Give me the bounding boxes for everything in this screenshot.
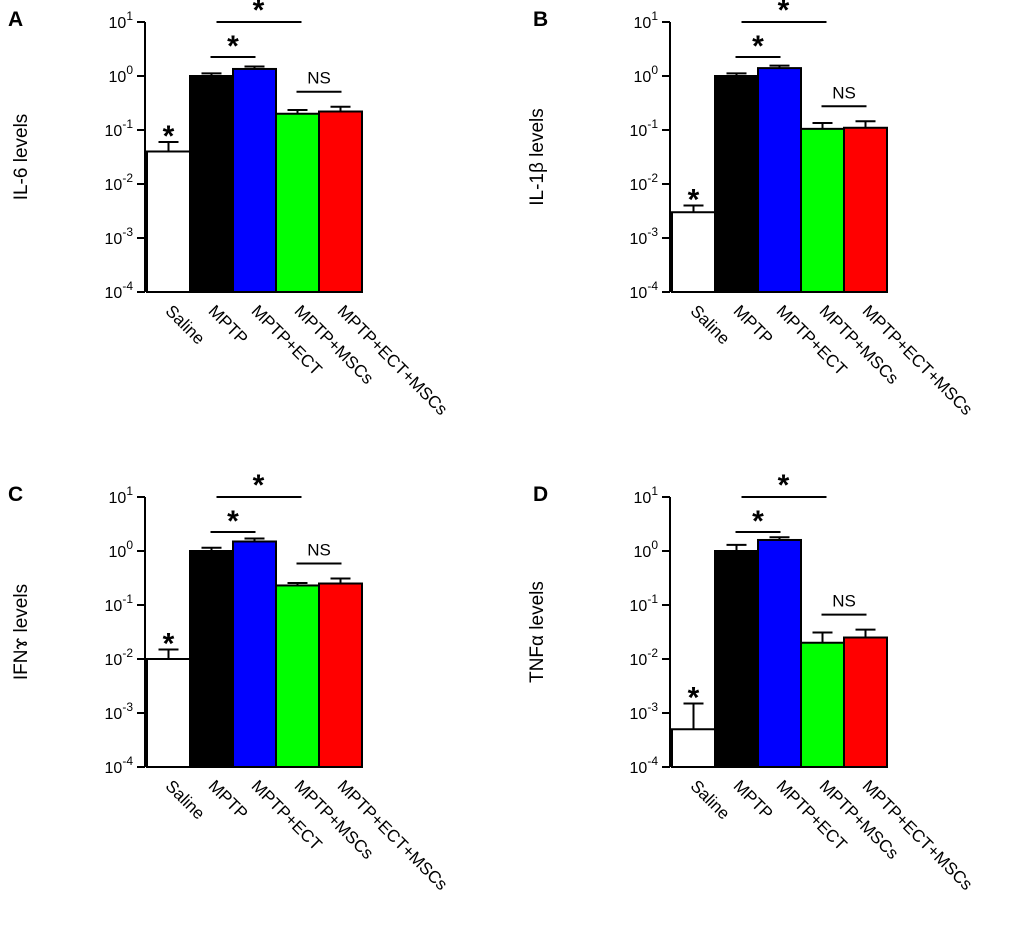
panel-b: B IL-1β levels 10-4 10-3 10-2 10-1 100 101 Salin…	[525, 0, 1020, 475]
y-axis-title: IL-1β levels	[527, 108, 548, 206]
bracket-label: *	[227, 30, 239, 63]
panel-d: D TNFα levels 10-4 10-3 10-2 10-1 100 101 Saline…	[525, 469, 1020, 945]
category-label: MPTP	[730, 301, 777, 348]
y-tick-label: 10-1	[630, 117, 659, 140]
y-tick-label: 101	[109, 484, 134, 507]
bar-3	[275, 584, 320, 769]
panel-c: C IFNɤ levels 10-4 10-3 10-2 10-1 100 101 Saline…	[0, 469, 510, 945]
y-tick-label: 10-2	[105, 171, 134, 194]
bracket-label: *	[752, 505, 764, 538]
y-tick-label: 10-3	[630, 700, 659, 723]
chart-c: C IFNɤ levels 10-4 10-3 10-2 10-1 100 101 Saline…	[8, 469, 451, 894]
y-axis-title: IFNɤ levels	[11, 584, 32, 680]
bracket-label: *	[253, 0, 265, 27]
y-tick-label: 10-4	[630, 754, 659, 777]
bar-1	[189, 550, 234, 768]
y-tick-label: 10-3	[105, 700, 134, 723]
bar-2	[757, 538, 802, 768]
panel-letter-d: D	[533, 483, 548, 506]
bar-1	[714, 550, 759, 768]
category-label: MPTP	[205, 776, 252, 823]
bar-2	[232, 540, 277, 768]
y-tick-label: 100	[634, 538, 659, 561]
bar-3	[275, 112, 320, 293]
chart-d: D TNFα levels 10-4 10-3 10-2 10-1 100 101 Saline…	[527, 469, 976, 894]
category-label: MPTP	[205, 301, 252, 348]
significance-star: *	[163, 120, 175, 153]
y-tick-label: 10-3	[630, 225, 659, 248]
bracket-label: NS	[832, 592, 856, 611]
bracket-label: *	[778, 469, 790, 502]
panel-letter-a: A	[8, 8, 23, 31]
y-tick-label: 101	[634, 9, 659, 32]
y-tick-label: 10-1	[630, 592, 659, 615]
bar-4	[318, 110, 363, 294]
chart-b: B IL-1β levels 10-4 10-3 10-2 10-1 100 101 Salin…	[527, 0, 976, 419]
y-tick-label: 10-4	[105, 754, 134, 777]
bracket-label: NS	[832, 83, 856, 102]
bar-1	[714, 75, 759, 293]
bar-4	[318, 582, 363, 768]
bracket-label: NS	[307, 540, 331, 559]
panel-letter-b: B	[533, 8, 548, 31]
category-label: MPTP	[730, 776, 777, 823]
significance-star: *	[688, 183, 700, 216]
bar-4	[843, 126, 888, 293]
bar-3	[800, 641, 845, 769]
bar-0	[146, 150, 191, 293]
bracket-label: *	[227, 505, 239, 538]
y-tick-label: 10-4	[630, 279, 659, 302]
category-label: Saline	[687, 301, 734, 348]
bracket-label: *	[778, 0, 790, 27]
bracket-label: *	[752, 30, 764, 63]
y-axis-title: IL-6 levels	[11, 114, 32, 201]
bracket-label: *	[253, 469, 265, 502]
bar-4	[843, 636, 888, 768]
category-label: Saline	[162, 301, 209, 348]
y-tick-label: 10-2	[630, 171, 659, 194]
y-tick-label: 10-2	[105, 646, 134, 669]
bar-0	[671, 211, 716, 294]
panel-letter-c: C	[8, 483, 23, 506]
significance-star: *	[688, 681, 700, 714]
y-tick-label: 10-3	[105, 225, 134, 248]
bracket-label: NS	[307, 69, 331, 88]
y-tick-label: 10-1	[105, 117, 134, 140]
bar-2	[232, 67, 277, 293]
panel-a: A IL-6 levels 10-4 10-3 10-2 10-1 100 101 Saline…	[0, 0, 510, 475]
y-tick-label: 100	[109, 538, 134, 561]
bar-3	[800, 127, 845, 293]
significance-star: *	[163, 627, 175, 660]
bar-0	[146, 658, 191, 768]
chart-a: A IL-6 levels 10-4 10-3 10-2 10-1 100 101 Saline…	[8, 0, 451, 419]
y-tick-label: 10-4	[105, 279, 134, 302]
y-tick-label: 100	[634, 63, 659, 86]
bar-1	[189, 75, 234, 293]
y-tick-label: 101	[109, 9, 134, 32]
bar-0	[671, 728, 716, 768]
y-tick-label: 10-1	[105, 592, 134, 615]
category-label: Saline	[687, 776, 734, 823]
y-tick-label: 10-2	[630, 646, 659, 669]
y-tick-label: 100	[109, 63, 134, 86]
y-tick-label: 101	[634, 484, 659, 507]
category-label: Saline	[162, 776, 209, 823]
y-axis-title: TNFα levels	[527, 581, 548, 683]
bar-2	[757, 67, 802, 293]
